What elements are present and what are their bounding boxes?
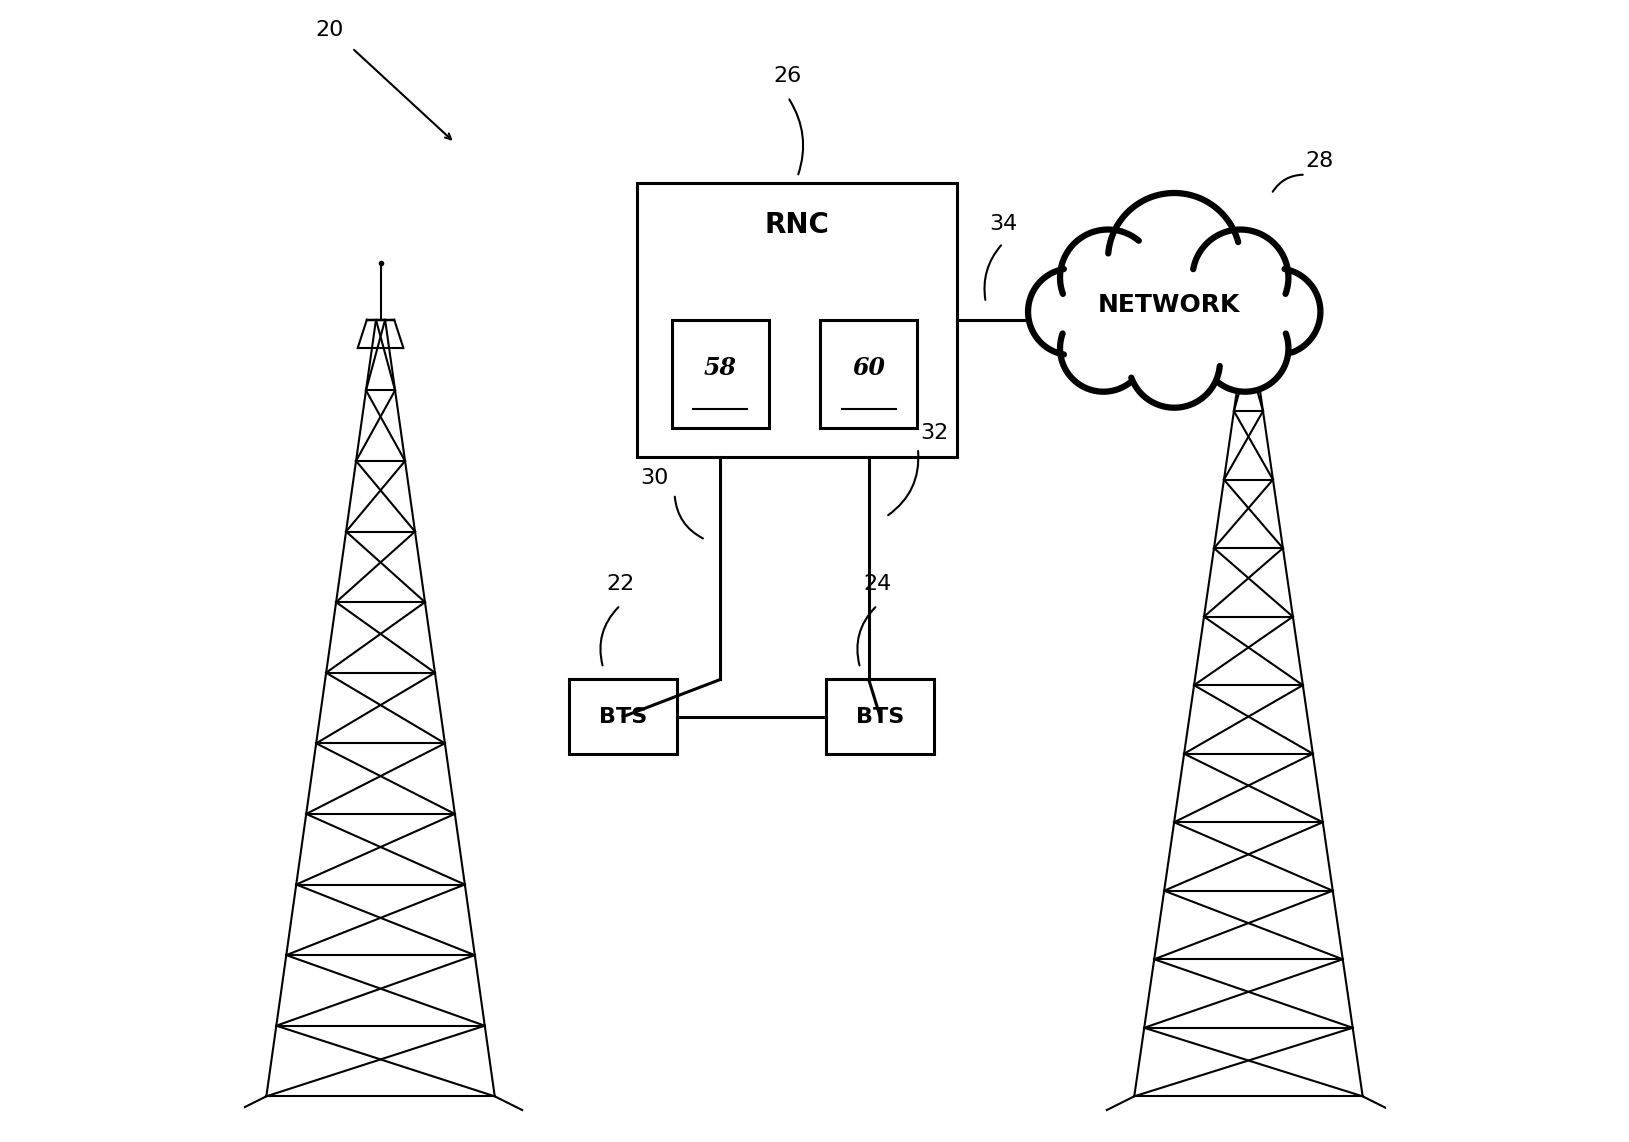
Text: NETWORK: NETWORK [1098,292,1240,317]
Bar [569,679,678,754]
Circle shape [1129,316,1220,408]
Circle shape [1028,268,1114,355]
Circle shape [1100,234,1248,383]
Circle shape [1108,193,1240,325]
Text: 28: 28 [1305,151,1334,171]
Text: 24: 24 [863,573,891,594]
Text: RNC: RNC [766,211,829,240]
Text: 20: 20 [314,19,344,40]
Bar [826,679,935,754]
Circle shape [1060,305,1147,392]
Bar [637,183,958,457]
Circle shape [1192,230,1289,325]
Bar [671,320,769,428]
Text: 60: 60 [852,356,885,380]
Text: BTS: BTS [857,707,904,726]
Text: 30: 30 [640,468,670,489]
Circle shape [1233,268,1321,355]
Bar [821,320,917,428]
Text: 34: 34 [989,214,1016,234]
Text: 32: 32 [920,423,948,442]
Circle shape [1202,305,1289,392]
Text: 26: 26 [774,65,801,86]
Text: 58: 58 [704,356,736,380]
Text: BTS: BTS [599,707,647,726]
Text: 22: 22 [606,573,634,594]
Circle shape [1060,230,1157,325]
